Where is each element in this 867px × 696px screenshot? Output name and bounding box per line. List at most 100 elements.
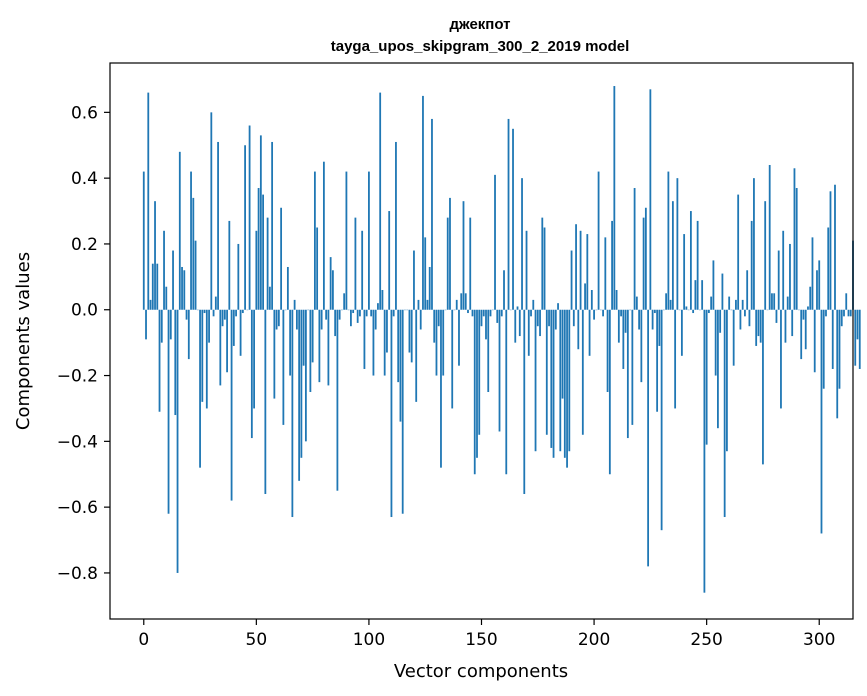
bar <box>304 309 307 442</box>
x-tick-label: 50 <box>246 630 268 650</box>
bar <box>496 309 499 323</box>
bar <box>253 309 255 409</box>
bar <box>660 309 663 531</box>
bar <box>764 201 767 310</box>
bar <box>771 293 773 310</box>
bar <box>498 309 501 432</box>
plot-frame <box>109 62 854 620</box>
bar <box>219 309 222 386</box>
y-tick-label: −0.2 <box>57 367 98 387</box>
bar <box>226 309 228 373</box>
bar <box>379 92 382 310</box>
bar <box>539 309 541 337</box>
bar <box>543 227 546 310</box>
bar <box>142 171 145 310</box>
bar <box>395 141 397 310</box>
bar <box>187 309 190 360</box>
bar <box>298 309 301 481</box>
bar <box>689 211 692 310</box>
bar <box>611 220 613 310</box>
bar <box>849 309 852 317</box>
bar <box>147 92 150 310</box>
bar <box>338 309 341 320</box>
bar <box>820 309 823 534</box>
bar <box>237 243 240 310</box>
bar <box>327 309 330 386</box>
bar <box>665 293 668 310</box>
bar <box>512 128 514 310</box>
bar <box>374 309 377 330</box>
bar <box>608 309 611 475</box>
bar <box>471 309 474 317</box>
bar <box>708 309 710 314</box>
bar <box>451 309 454 409</box>
bar <box>748 309 751 327</box>
bar <box>217 141 219 310</box>
y-tick-label: 0.2 <box>71 235 98 255</box>
bar <box>534 309 537 452</box>
bar <box>455 299 458 310</box>
bar <box>302 309 305 366</box>
bar <box>228 220 231 310</box>
bar <box>462 201 465 310</box>
chart-subtitle: tayga_upos_skipgram_300_2_2019 model <box>331 38 630 55</box>
bar <box>653 309 656 314</box>
bar <box>548 309 550 327</box>
bar <box>156 263 159 310</box>
bar <box>350 309 352 327</box>
chart-title: джекпот <box>449 16 510 33</box>
bar <box>415 309 418 402</box>
bar <box>223 309 226 320</box>
bar <box>266 217 269 310</box>
bar <box>795 188 798 310</box>
bar <box>581 309 584 435</box>
bar <box>536 309 539 327</box>
bar <box>392 309 395 317</box>
bar <box>613 86 616 310</box>
bar <box>273 309 276 399</box>
bar <box>789 243 791 310</box>
bar <box>356 309 359 323</box>
bar <box>782 230 785 310</box>
bar <box>523 309 526 494</box>
bar <box>838 309 841 389</box>
bar <box>428 266 431 310</box>
bar <box>230 309 233 501</box>
bar <box>561 309 564 399</box>
bar <box>649 89 652 310</box>
bar <box>780 309 782 409</box>
bar <box>640 309 643 383</box>
bar <box>620 309 622 317</box>
bar <box>469 217 472 310</box>
bar <box>584 283 586 310</box>
bar <box>158 309 161 412</box>
x-tick-label: 150 <box>465 630 497 650</box>
bar <box>363 309 366 369</box>
bar <box>800 309 803 360</box>
bar <box>762 309 764 465</box>
bar <box>440 309 442 468</box>
bar <box>759 309 762 343</box>
bar <box>658 309 661 346</box>
bar <box>505 309 508 475</box>
bar <box>322 161 325 310</box>
bar <box>458 309 460 366</box>
bar <box>563 309 566 458</box>
bar <box>807 306 809 310</box>
bar <box>478 309 481 435</box>
bar <box>435 309 438 376</box>
bar <box>579 230 582 310</box>
bar <box>624 309 627 333</box>
y-tick-label: 0.4 <box>71 169 98 189</box>
bar <box>588 309 591 356</box>
bar <box>638 309 641 330</box>
bar <box>359 309 361 317</box>
bar <box>696 220 699 310</box>
bar <box>514 309 517 343</box>
bar <box>635 296 638 310</box>
bar <box>255 230 258 310</box>
bar <box>741 299 744 310</box>
bar <box>516 306 519 310</box>
bar <box>383 309 386 376</box>
bar <box>354 217 357 310</box>
